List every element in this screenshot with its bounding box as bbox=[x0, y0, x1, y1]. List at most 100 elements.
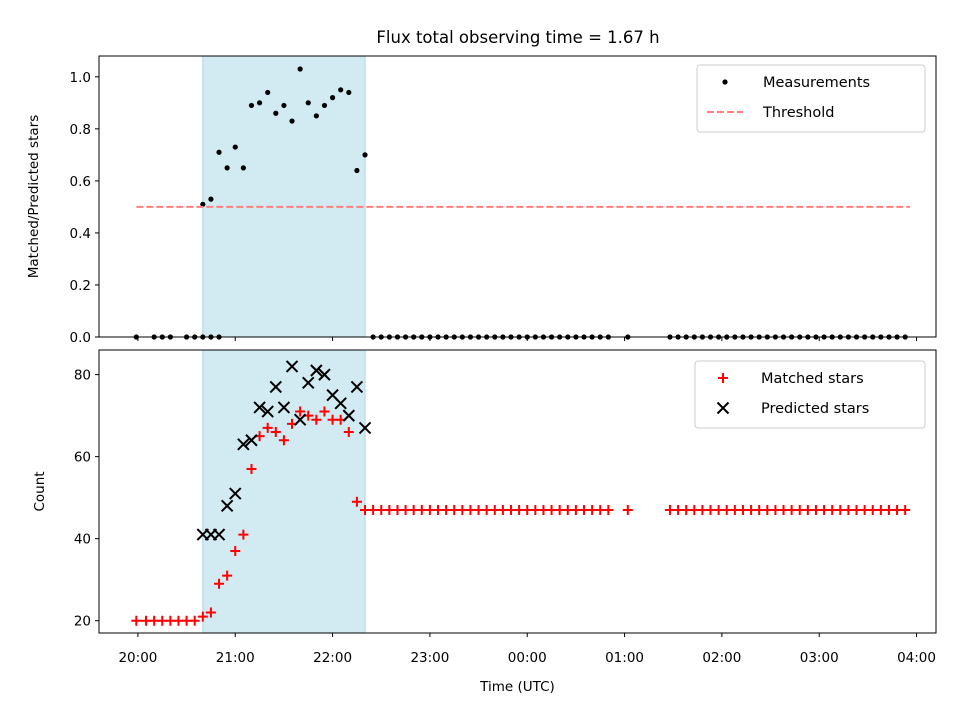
top-y-tick-label: 0.4 bbox=[70, 226, 91, 242]
x-axis-label: Time (UTC) bbox=[479, 679, 555, 695]
matched-star-point bbox=[603, 504, 614, 515]
bottom-highlight-span bbox=[202, 349, 366, 634]
matched-star-point bbox=[351, 496, 362, 507]
measurement-point bbox=[256, 100, 263, 106]
top-legend-box bbox=[696, 64, 926, 133]
measurement-point bbox=[289, 118, 295, 124]
bottom-legend-label: Matched stars bbox=[761, 371, 864, 387]
x-tick-label: 22:00 bbox=[313, 650, 352, 666]
bottom-legend: Matched stars Predicted stars bbox=[694, 360, 926, 429]
top-y-tick-label: 1.0 bbox=[70, 70, 91, 86]
top-legend-label: Measurements bbox=[763, 75, 870, 91]
bottom-legend-swatch bbox=[716, 401, 730, 415]
matched-star-point bbox=[222, 570, 233, 581]
top-panel: 0.0 0.2 0.4 0.6 0.8 1.0 Matched/Predicted sta… bbox=[26, 55, 937, 346]
measurement-point bbox=[216, 149, 222, 155]
bottom-legend-label: Predicted stars bbox=[761, 401, 869, 417]
measurement-point bbox=[313, 113, 319, 119]
predicted-star-point bbox=[334, 397, 347, 410]
predicted-star-point bbox=[212, 528, 226, 541]
predicted-star-point bbox=[358, 421, 372, 435]
measurement-point bbox=[200, 201, 206, 207]
predicted-star-point bbox=[350, 380, 364, 394]
predicted-star-point bbox=[229, 487, 242, 500]
matched-star-point bbox=[262, 422, 273, 433]
top-y-tick-label: 0.2 bbox=[70, 278, 91, 294]
predicted-star-point bbox=[245, 434, 258, 447]
measurement-point bbox=[248, 102, 255, 109]
x-tick-label: 04:00 bbox=[897, 650, 936, 666]
predicted-star-point bbox=[261, 405, 274, 418]
measurement-point bbox=[281, 102, 287, 109]
matched-star-point bbox=[343, 427, 354, 438]
bottom-x-axis: 20:00 21:00 22:00 23:00 00:00 01:00 02:00 03:00… bbox=[118, 633, 936, 666]
x-tick-label: 01:00 bbox=[605, 650, 644, 666]
matched-star-point bbox=[205, 607, 216, 618]
predicted-star-point bbox=[302, 376, 315, 390]
predicted-star-point bbox=[237, 438, 250, 451]
measurement-point bbox=[208, 196, 214, 202]
predicted-star-point bbox=[269, 380, 283, 394]
x-tick-label: 00:00 bbox=[508, 650, 547, 666]
top-legend-label: Threshold bbox=[762, 105, 834, 121]
measurement-point bbox=[265, 89, 271, 96]
predicted-star-point bbox=[253, 401, 266, 414]
predicted-star-point bbox=[285, 360, 299, 373]
bottom-y-tick-label: 40 bbox=[74, 532, 91, 548]
matched-star-point bbox=[278, 435, 289, 446]
matched-star-point bbox=[189, 615, 200, 626]
measurement-point bbox=[273, 110, 279, 116]
bottom-y-tick-label: 60 bbox=[74, 450, 91, 466]
chart-title: Flux total observing time = 1.67 h bbox=[376, 28, 659, 47]
matched-star-point bbox=[319, 406, 330, 417]
measurement-point bbox=[305, 100, 311, 106]
top-y-tick-label: 0.0 bbox=[70, 330, 91, 346]
measurement-point bbox=[329, 95, 336, 101]
x-tick-label: 20:00 bbox=[118, 650, 157, 666]
top-y-axis-label: Matched/Predicted stars bbox=[26, 115, 42, 278]
measurement-point bbox=[338, 87, 344, 93]
matched-star-point bbox=[246, 463, 257, 474]
x-tick-label: 23:00 bbox=[410, 650, 449, 666]
measurement-point bbox=[354, 167, 360, 174]
bottom-axes-frame bbox=[98, 349, 937, 634]
bottom-legend-swatch bbox=[718, 373, 728, 383]
measurement-point bbox=[297, 66, 303, 72]
top-axes-frame bbox=[98, 55, 937, 338]
measurement-point bbox=[224, 165, 230, 171]
predicted-star-point bbox=[293, 413, 307, 426]
matched-star-point bbox=[214, 578, 225, 589]
top-highlight-span bbox=[202, 55, 366, 338]
predicted-star-point bbox=[342, 409, 356, 422]
top-y-tick-label: 0.6 bbox=[70, 174, 91, 190]
matched-star-point bbox=[238, 529, 249, 540]
measurement-point bbox=[240, 165, 246, 171]
matched-star-point bbox=[900, 504, 911, 515]
matched-star-point bbox=[197, 611, 208, 622]
measurement-point bbox=[321, 102, 328, 109]
matched-star-point bbox=[131, 615, 142, 626]
top-y-axis: 0.0 0.2 0.4 0.6 0.8 1.0 bbox=[70, 70, 99, 346]
matched-star-point bbox=[622, 504, 633, 515]
matched-star-point bbox=[295, 406, 306, 417]
top-legend: Measurements Threshold bbox=[696, 64, 926, 133]
measurement-point bbox=[362, 152, 368, 158]
matched-star-point bbox=[270, 427, 281, 438]
predicted-star-point bbox=[318, 368, 331, 381]
bottom-legend-box bbox=[694, 360, 926, 429]
bottom-y-axis-label: Count bbox=[32, 471, 48, 511]
predicted-star-point bbox=[277, 401, 291, 414]
matched-star-point bbox=[230, 545, 241, 556]
x-tick-label: 03:00 bbox=[800, 650, 839, 666]
measurement-point bbox=[346, 89, 352, 96]
matched-star-point bbox=[311, 414, 322, 425]
predicted-star-point bbox=[220, 499, 234, 513]
x-tick-label: 02:00 bbox=[702, 650, 741, 666]
measurement-point bbox=[232, 144, 238, 150]
x-tick-label: 21:00 bbox=[216, 650, 255, 666]
top-y-tick-label: 0.8 bbox=[70, 122, 91, 138]
top-legend-swatch bbox=[722, 79, 728, 85]
bottom-panel: 20 40 60 80 20:00 21:00 22:00 23:00 00:00 01:00 0… bbox=[32, 349, 937, 695]
predicted-star-point bbox=[310, 364, 323, 377]
